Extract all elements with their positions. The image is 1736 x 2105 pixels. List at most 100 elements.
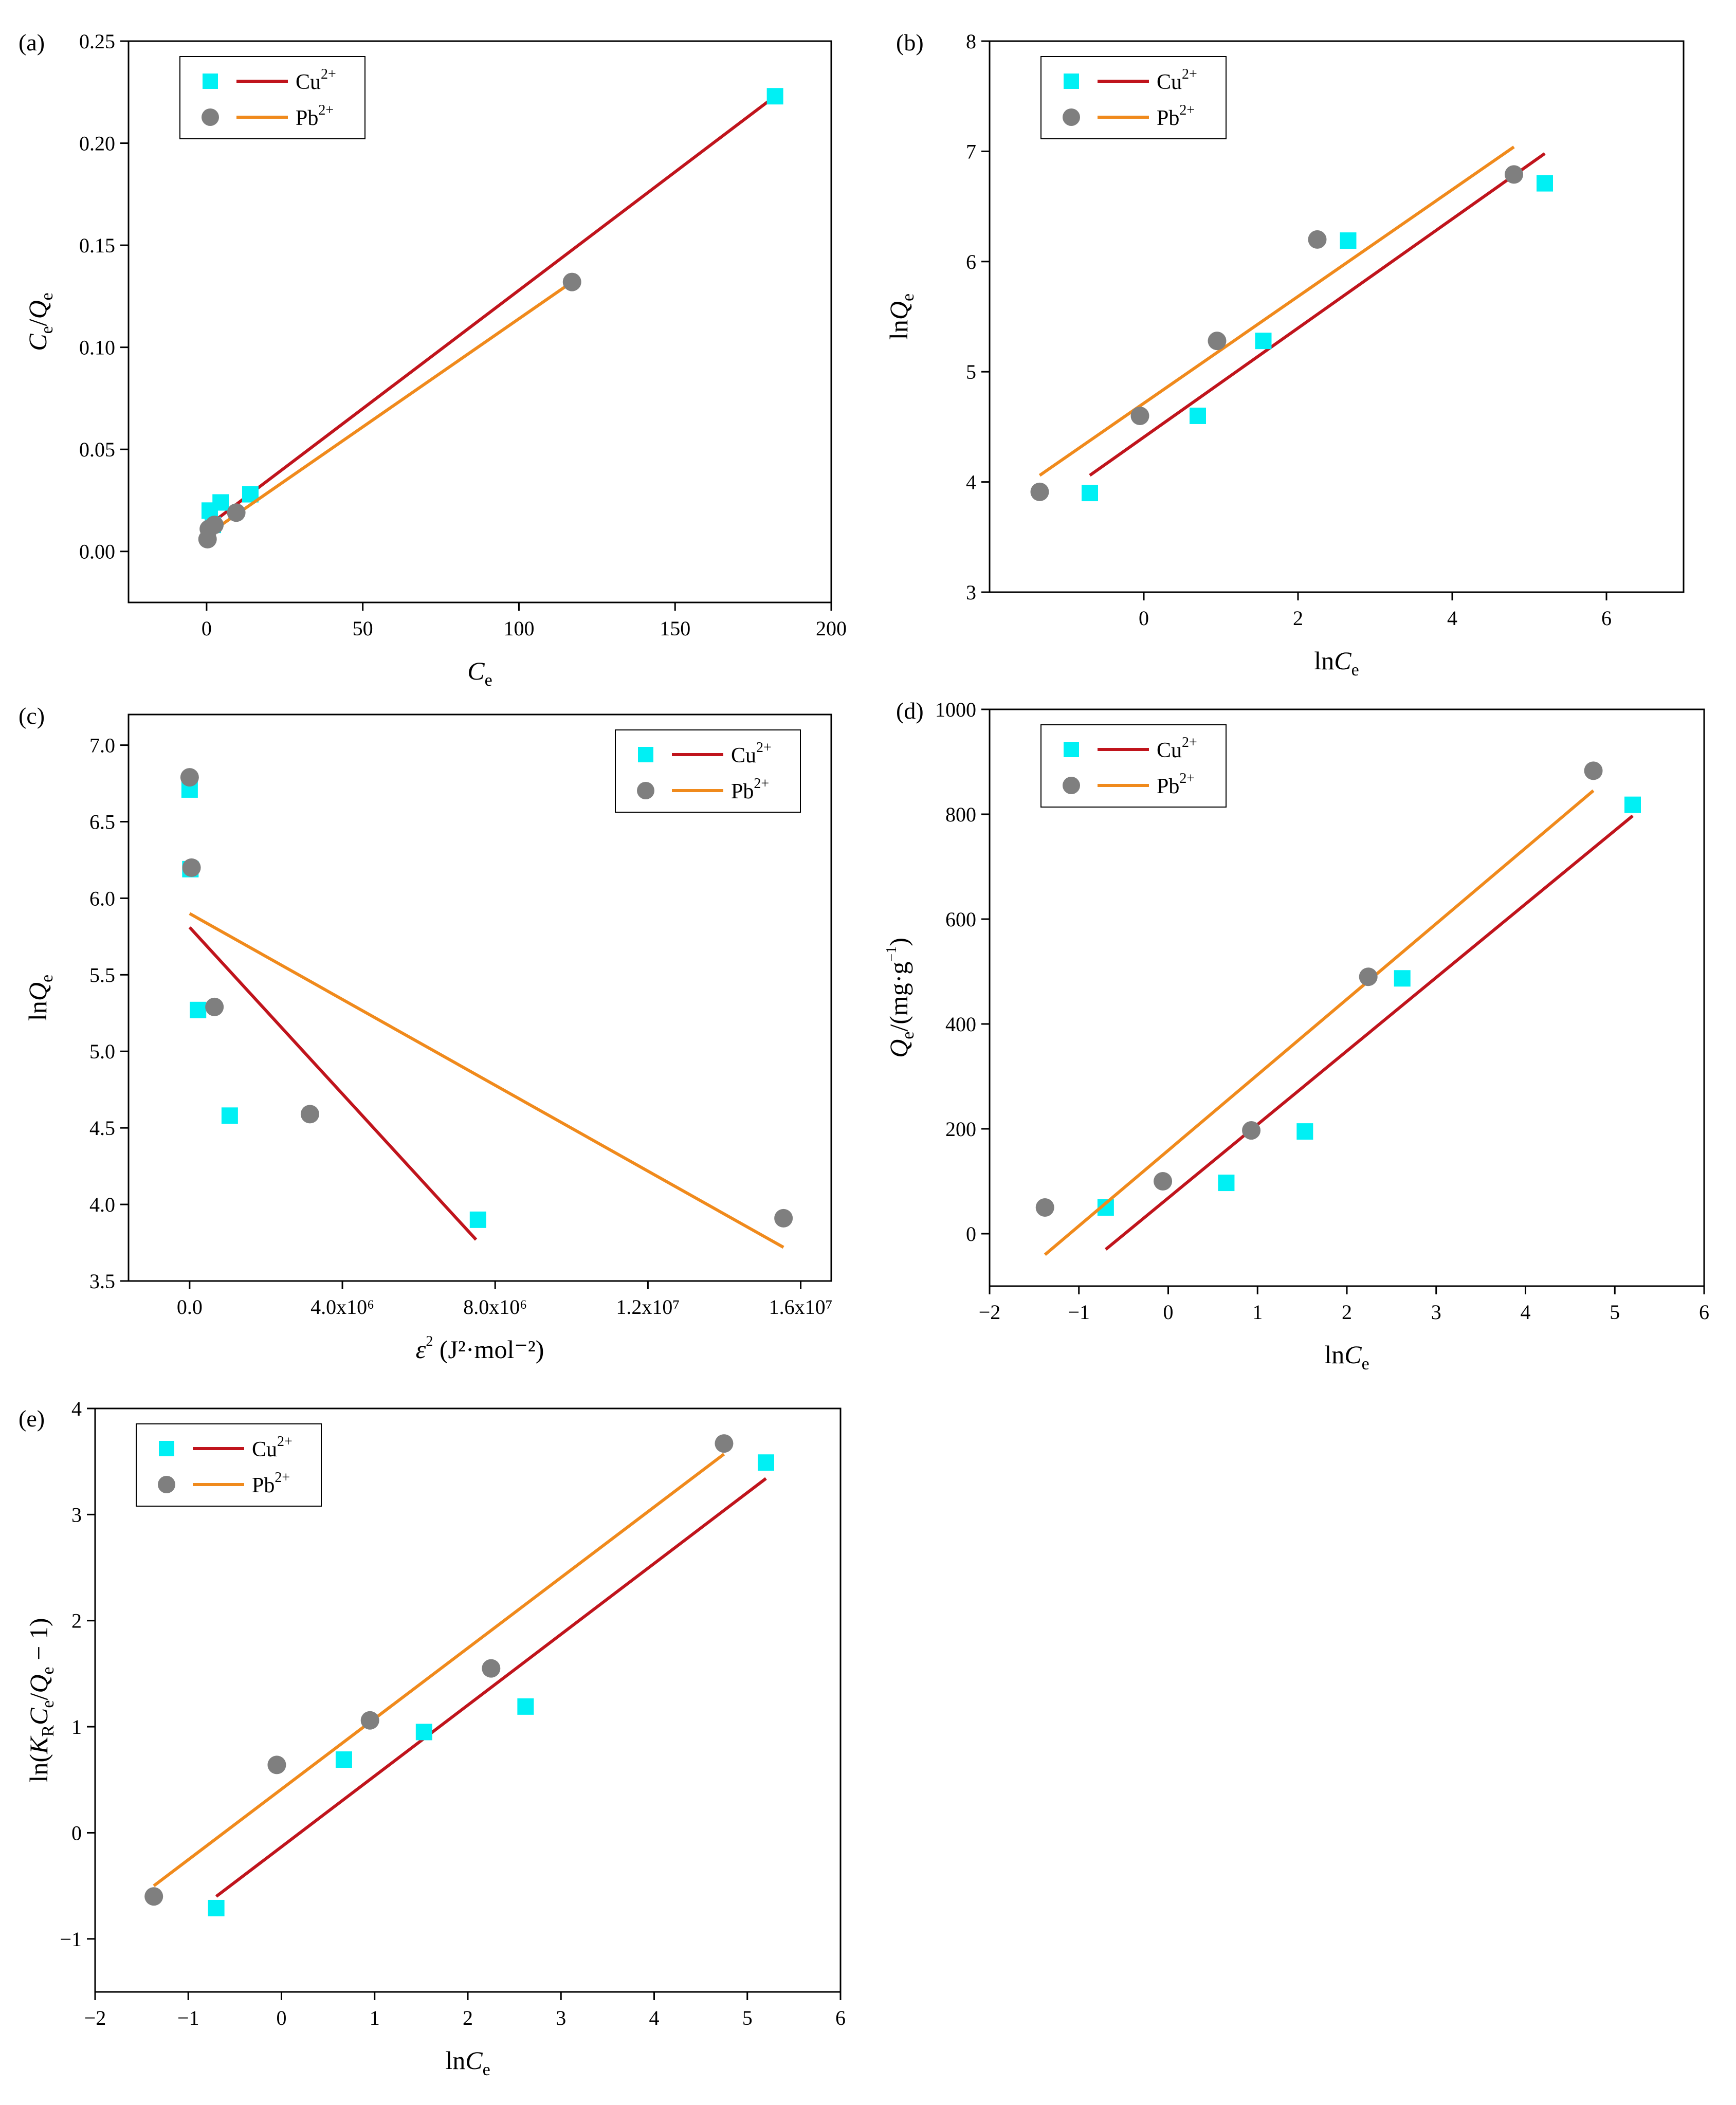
x-tick-label: 3 — [1431, 1301, 1441, 1324]
y-tick-label: 0.05 — [79, 438, 115, 461]
fit-line-cu — [1104, 814, 1634, 1251]
fit-line-cu — [188, 926, 478, 1241]
data-point-cu — [469, 1211, 486, 1228]
panel-label: (c) — [19, 703, 45, 729]
y-tick-label: 0 — [71, 1821, 82, 1844]
data-point-cu — [1255, 333, 1272, 350]
data-point-pb — [182, 858, 201, 877]
data-point-pb — [205, 516, 224, 535]
data-point-pb — [1308, 230, 1327, 249]
fit-line-pb — [189, 912, 784, 1249]
data-point-cu — [517, 1698, 534, 1715]
y-tick-label: 6 — [966, 250, 976, 273]
data-point-pb — [300, 1105, 319, 1124]
plot-frame — [127, 40, 832, 603]
y-tick-label: 0.20 — [79, 132, 115, 155]
data-point-cu — [1340, 232, 1357, 249]
legend-label-pb: Pb2+ — [1157, 102, 1195, 130]
x-tick-label: 2 — [1293, 607, 1303, 630]
panel-label: (b) — [896, 29, 924, 56]
data-point-pb — [1130, 406, 1149, 425]
x-tick-label: −2 — [979, 1301, 1001, 1324]
x-tick-label: 6 — [1699, 1301, 1709, 1324]
panel-c: 0.0 4.0x10⁶ 8.0x10⁶ 1.2x10⁷ 1.6x10⁷ 3.5 4.0 4.5… — [19, 703, 833, 1364]
data-point-pb — [482, 1659, 501, 1678]
legend-label-cu: Cu2+ — [252, 1434, 293, 1461]
x-tick-label: −1 — [1068, 1301, 1090, 1324]
panel-label: (a) — [19, 29, 45, 56]
y-tick-label: 200 — [945, 1118, 976, 1141]
data-point-pb — [562, 272, 581, 291]
x-tick-label: 4 — [1521, 1301, 1531, 1324]
data-point-cu — [208, 1899, 225, 1916]
legend: Cu2+ Pb2+ — [136, 1423, 322, 1507]
y-tick-label: 0 — [966, 1222, 976, 1246]
legend: Cu2+ Pb2+ — [179, 56, 366, 139]
data-point-pb — [360, 1711, 379, 1730]
y-tick-label: 1 — [71, 1715, 82, 1738]
panel-a: 0 50 100 150 200 0.00 0.05 0.10 0.15 0.20 0.25 (a) C… — [19, 29, 847, 690]
data-point-pb — [267, 1755, 286, 1774]
legend-label-pb: Pb2+ — [252, 1470, 290, 1497]
data-point-cu — [1218, 1175, 1235, 1192]
y-tick-label: 600 — [945, 908, 976, 931]
data-point-pb — [1359, 967, 1378, 986]
x-tick-label: 0 — [1139, 607, 1149, 630]
y-axis-label: lnQe — [23, 975, 57, 1021]
y-tick-label: 5 — [966, 360, 976, 383]
legend-box — [1040, 56, 1227, 139]
data-point-cu — [221, 1107, 238, 1124]
y-tick-label: 1000 — [935, 698, 976, 721]
x-tick-label: 4 — [1447, 607, 1457, 630]
data-point-pb — [1584, 761, 1603, 780]
x-tick-label: 6 — [835, 2006, 846, 2029]
y-tick-label: 4 — [71, 1397, 82, 1420]
data-point-cu — [1082, 485, 1098, 502]
data-point-pb — [1505, 165, 1523, 184]
legend-marker-cu — [1064, 742, 1079, 757]
data-point-cu — [1537, 175, 1553, 192]
y-tick-label: 400 — [945, 1013, 976, 1036]
panel-label: (d) — [896, 698, 924, 724]
x-tick-label: 100 — [503, 617, 534, 640]
y-tick-label: 0.00 — [79, 540, 115, 563]
legend-marker-pb — [158, 1476, 175, 1493]
legend-marker-pb — [637, 782, 654, 799]
legend-label-cu: Cu2+ — [296, 66, 336, 94]
legend-marker-cu — [638, 747, 653, 762]
y-tick-label: 3 — [966, 581, 976, 604]
legend: Cu2+ Pb2+ — [615, 729, 801, 813]
data-point-cu — [1190, 407, 1206, 424]
y-axis-label: Ce/Qe — [23, 292, 57, 351]
y-tick-label: 0.25 — [79, 30, 115, 53]
panel-b: 0 2 4 6 3 4 5 6 7 8 (b) lnCe lnQe Cu2+ Pb2+ — [884, 29, 1685, 680]
x-tick-label: 150 — [660, 617, 690, 640]
data-point-cu — [212, 494, 229, 511]
data-point-pb — [715, 1434, 734, 1453]
data-point-pb — [1030, 482, 1049, 501]
fit-line-pb — [153, 1453, 725, 1888]
data-point-cu — [1624, 796, 1641, 813]
fit-line-pb — [1038, 145, 1515, 477]
x-tick-label: 0 — [277, 2006, 287, 2029]
y-tick-label: 6.5 — [89, 810, 115, 833]
legend: Cu2+ Pb2+ — [1040, 56, 1227, 139]
y-tick-label: 5.5 — [89, 963, 115, 986]
fit-line-cu — [1089, 152, 1546, 477]
x-tick-label: 0 — [1163, 1301, 1174, 1324]
legend-label-cu: Cu2+ — [731, 740, 772, 767]
data-point-cu — [335, 1751, 352, 1768]
y-tick-label: 6.0 — [89, 887, 115, 910]
y-tick-label: 0.15 — [79, 234, 115, 257]
y-tick-label: 4.5 — [89, 1116, 115, 1140]
x-tick-label: 1 — [1252, 1301, 1263, 1324]
legend-label-pb: Pb2+ — [296, 102, 334, 130]
legend-marker-pb — [202, 108, 219, 126]
y-tick-label: 4.0 — [89, 1193, 115, 1216]
y-tick-label: 3.5 — [89, 1270, 115, 1293]
x-tick-label: 2 — [1342, 1301, 1352, 1324]
data-point-pb — [774, 1209, 793, 1228]
legend-marker-cu — [159, 1441, 174, 1456]
fit-line-pb — [1044, 789, 1595, 1256]
x-axis-label: ε2 (J²·mol⁻²) — [416, 1333, 544, 1364]
